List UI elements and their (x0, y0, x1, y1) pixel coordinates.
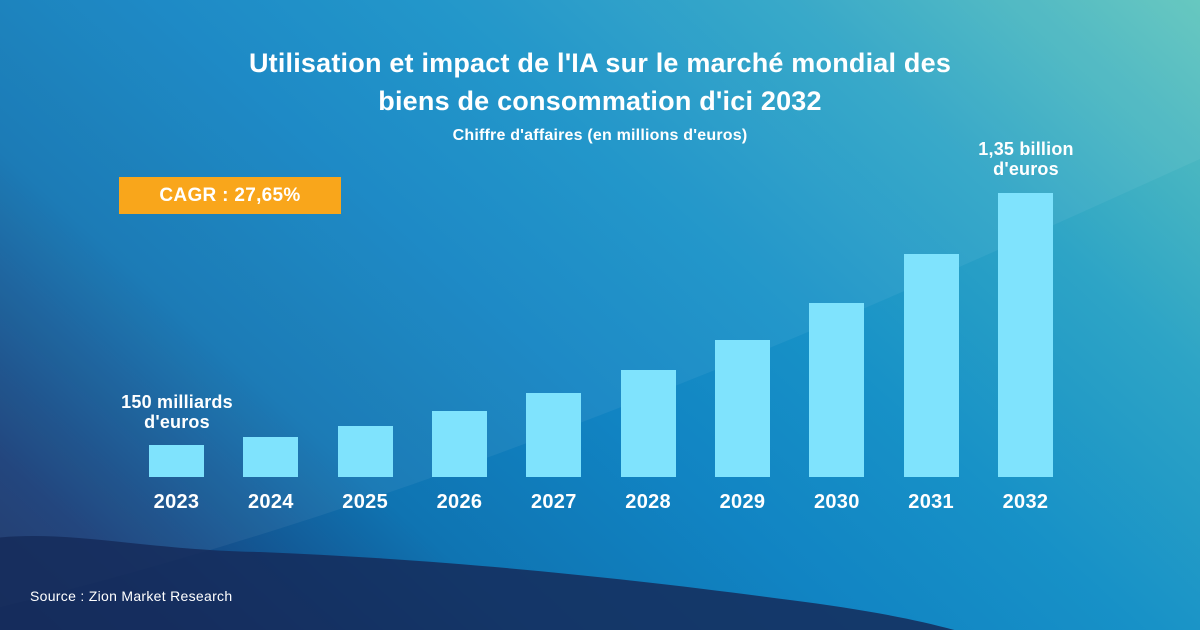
bar-2023 (149, 445, 204, 477)
chart-subtitle: Chiffre d'affaires (en millions d'euros) (452, 127, 748, 144)
axis-label-2029: 2029 (719, 491, 766, 513)
bar-column-2026: 2026 (431, 411, 487, 513)
annotation-2023-line2: d'euros (144, 412, 210, 432)
bar-column-2030: 2030 (809, 303, 865, 513)
annotation-2023-line1: 150 milliards (121, 392, 233, 412)
bar-2027 (526, 393, 582, 477)
bar-column-2031: 2031 (903, 254, 959, 513)
axis-label-2025: 2025 (342, 491, 389, 513)
axis-label-2026: 2026 (436, 491, 483, 513)
chart-title-line2: biens de consommation d'ici 2032 (378, 86, 822, 116)
bar-2032 (997, 193, 1053, 477)
annotation-2032-line2: d'euros (993, 159, 1059, 179)
source-credit: Source : Zion Market Research (30, 588, 233, 604)
bar-2031 (903, 254, 959, 477)
bar-2025 (337, 426, 393, 477)
axis-label-2032: 2032 (1002, 491, 1049, 513)
axis-label-2030: 2030 (813, 491, 860, 513)
annotation-2032-line1: 1,35 billion (978, 139, 1074, 159)
chart-title: Utilisation et impact de l'IA sur le mar… (0, 44, 1200, 120)
bar-column-2029: 2029 (714, 340, 770, 513)
chart-title-line1: Utilisation et impact de l'IA sur le mar… (248, 48, 952, 78)
axis-label-2024: 2024 (247, 491, 294, 513)
chart-header: Utilisation et impact de l'IA sur le mar… (0, 44, 1200, 145)
bar-column-2023: 2023 (149, 445, 204, 513)
bar-2028 (620, 370, 676, 477)
bar-column-2025: 2025 (337, 426, 393, 513)
bar-2029 (714, 340, 770, 477)
axis-label-2027: 2027 (530, 491, 577, 513)
axis-label-2028: 2028 (625, 491, 671, 513)
bar-column-2027: 2027 (526, 393, 582, 513)
annotation-2023: 150 milliards d'euros (92, 392, 262, 432)
bar-chart: 2023 2024 2025 2026 2027 2028 2029 2030 2031 2032 (149, 193, 1053, 513)
bar-column-2028: 2028 (620, 370, 676, 513)
bar-2030 (809, 303, 865, 477)
axis-label-2023: 2023 (153, 491, 200, 513)
bar-2026 (431, 411, 487, 477)
cagr-badge: CAGR : 27,65% (119, 177, 341, 214)
navy-bottom-wave (0, 536, 955, 630)
bar-column-2032: 2032 (997, 193, 1053, 513)
bar-column-2024: 2024 (243, 437, 299, 513)
bar-2024 (243, 437, 299, 477)
annotation-2032: 1,35 billion d'euros (941, 139, 1111, 179)
axis-label-2031: 2031 (908, 491, 954, 513)
